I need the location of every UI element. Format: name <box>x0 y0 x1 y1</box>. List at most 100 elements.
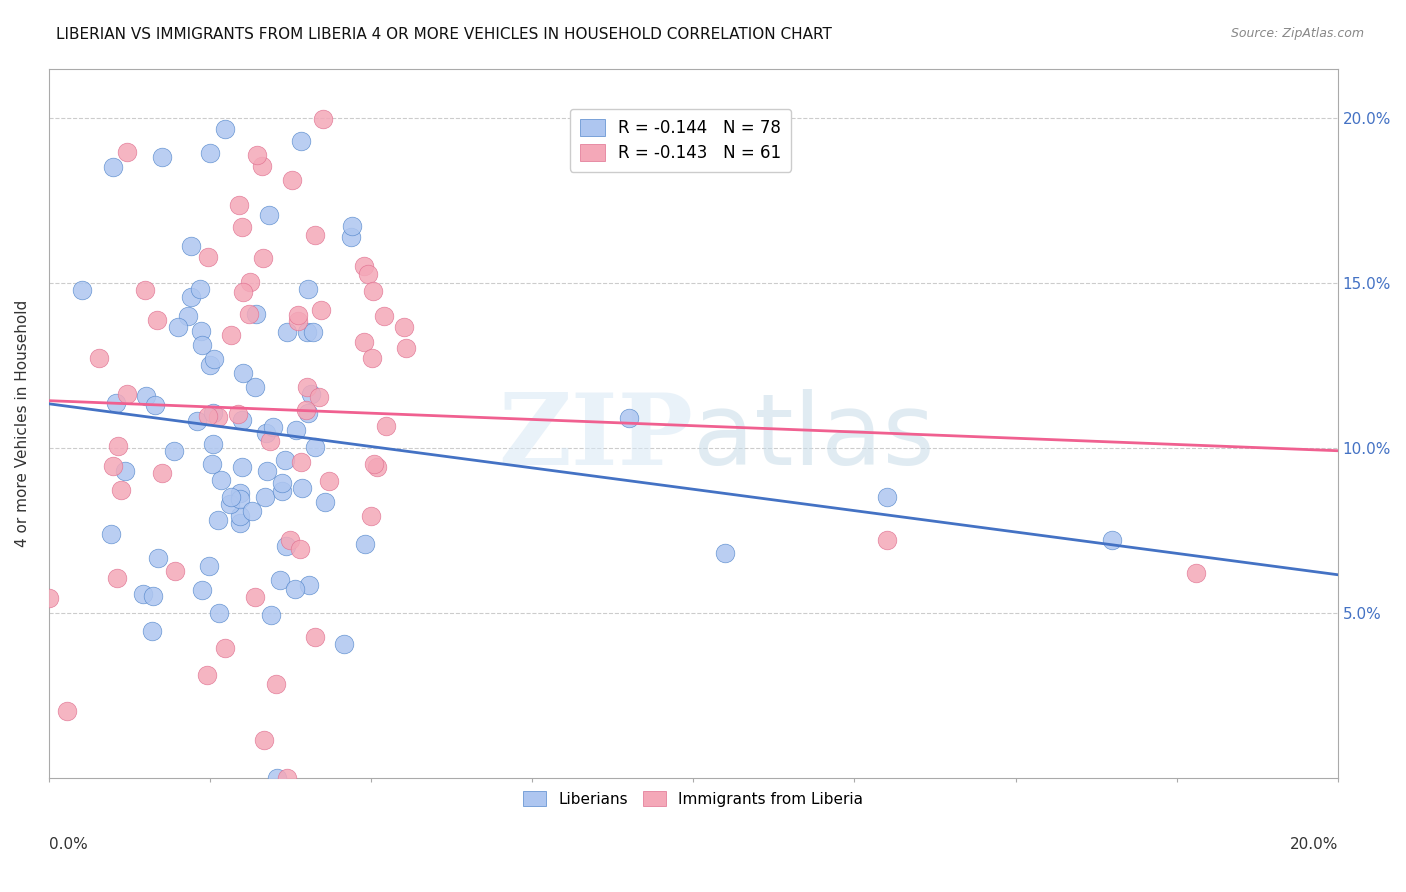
Point <box>114 464 136 478</box>
Point <box>167 319 190 334</box>
Point <box>262 419 284 434</box>
Point <box>304 630 326 644</box>
Point <box>208 606 231 620</box>
Point <box>354 537 377 551</box>
Point <box>200 145 222 160</box>
Point <box>197 250 219 264</box>
Point <box>142 589 165 603</box>
Point <box>266 771 288 785</box>
Point <box>103 161 125 175</box>
Point <box>361 351 384 365</box>
Point <box>191 338 214 352</box>
Point <box>229 508 252 523</box>
Point <box>876 533 898 548</box>
Point <box>110 483 132 497</box>
Point <box>201 406 224 420</box>
Point <box>290 134 312 148</box>
Point <box>186 413 208 427</box>
Point <box>332 637 354 651</box>
Point <box>257 208 280 222</box>
Point <box>353 335 375 350</box>
Point <box>264 677 287 691</box>
Point <box>55 704 77 718</box>
Point <box>163 444 186 458</box>
Point <box>150 150 173 164</box>
Point <box>146 551 169 566</box>
Point <box>340 230 363 244</box>
Point <box>70 283 93 297</box>
Point <box>190 324 212 338</box>
Point <box>395 341 418 355</box>
Point <box>132 587 155 601</box>
Point <box>291 481 314 495</box>
Point <box>394 320 416 334</box>
Point <box>290 541 312 556</box>
Point <box>226 408 249 422</box>
Point <box>198 558 221 573</box>
Point <box>260 608 283 623</box>
Point <box>353 260 375 274</box>
Point <box>294 403 316 417</box>
Point <box>256 464 278 478</box>
Point <box>232 366 254 380</box>
Point <box>219 490 242 504</box>
Point <box>214 122 236 136</box>
Point <box>207 513 229 527</box>
Point <box>134 283 156 297</box>
Text: 20.0%: 20.0% <box>1289 837 1337 852</box>
Point <box>190 582 212 597</box>
Text: ZIP: ZIP <box>498 389 693 486</box>
Point <box>239 276 262 290</box>
Point <box>240 504 263 518</box>
Point <box>165 564 187 578</box>
Point <box>231 460 253 475</box>
Point <box>107 439 129 453</box>
Point <box>254 490 277 504</box>
Point <box>252 159 274 173</box>
Point <box>295 326 318 340</box>
Point <box>253 732 276 747</box>
Point <box>373 309 395 323</box>
Point <box>115 387 138 401</box>
Point <box>714 546 737 560</box>
Text: atlas: atlas <box>693 389 935 486</box>
Point <box>256 425 278 440</box>
Point <box>209 473 232 487</box>
Point <box>38 591 60 605</box>
Point <box>274 539 297 553</box>
Point <box>146 312 169 326</box>
Point <box>259 434 281 449</box>
Point <box>360 508 382 523</box>
Point <box>176 310 198 324</box>
Point <box>201 436 224 450</box>
Point <box>229 492 252 507</box>
Point <box>314 494 336 508</box>
Point <box>219 497 242 511</box>
Point <box>276 771 298 785</box>
Point <box>309 303 332 318</box>
Point <box>361 284 384 298</box>
Point <box>101 459 124 474</box>
Point <box>363 458 385 472</box>
Point <box>274 453 297 467</box>
Point <box>297 406 319 420</box>
Text: 0.0%: 0.0% <box>49 837 87 852</box>
Point <box>245 380 267 394</box>
Point <box>180 290 202 304</box>
Legend: Liberians, Immigrants from Liberia: Liberians, Immigrants from Liberia <box>517 784 869 813</box>
Text: Source: ZipAtlas.com: Source: ZipAtlas.com <box>1230 27 1364 40</box>
Point <box>228 198 250 212</box>
Point <box>302 325 325 339</box>
Point <box>297 282 319 296</box>
Point <box>284 423 307 437</box>
Point <box>229 486 252 500</box>
Point <box>143 398 166 412</box>
Point <box>219 327 242 342</box>
Y-axis label: 4 or more Vehicles in Household: 4 or more Vehicles in Household <box>15 300 30 547</box>
Point <box>876 491 898 505</box>
Point <box>284 582 307 597</box>
Point <box>357 268 380 282</box>
Text: LIBERIAN VS IMMIGRANTS FROM LIBERIA 4 OR MORE VEHICLES IN HOUSEHOLD CORRELATION : LIBERIAN VS IMMIGRANTS FROM LIBERIA 4 OR… <box>56 27 832 42</box>
Point <box>214 641 236 656</box>
Point <box>231 219 253 234</box>
